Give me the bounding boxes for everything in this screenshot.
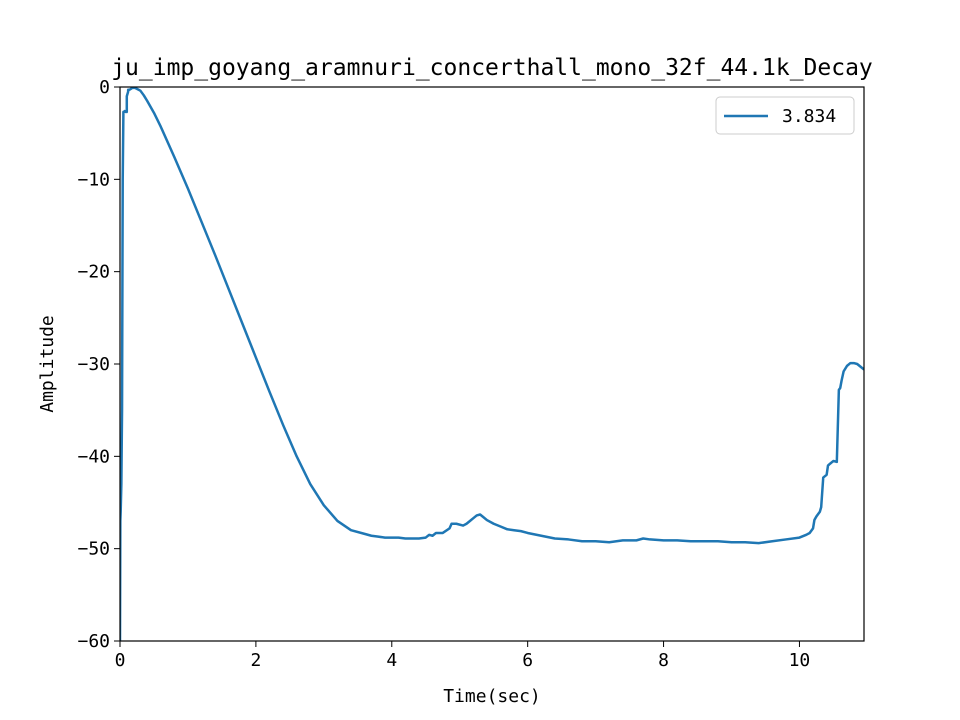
y-tick-label: −40 (77, 446, 110, 467)
legend-label: 3.834 (782, 106, 836, 127)
y-axis-ticks: 0 −10 −20 −30 −40 −50 −60 (77, 77, 120, 652)
y-tick-label: −20 (77, 262, 110, 283)
legend: 3.834 (715, 96, 855, 135)
x-axis-ticks: 0 2 4 6 8 10 (115, 641, 811, 671)
x-tick-label: 4 (386, 650, 397, 671)
chart-title: ju_imp_goyang_aramnuri_concerthall_mono_… (111, 55, 873, 81)
x-tick-label: 10 (789, 650, 811, 671)
y-tick-label: −50 (77, 539, 110, 560)
x-tick-label: 6 (522, 650, 533, 671)
x-tick-label: 2 (250, 650, 261, 671)
legend-box (715, 96, 855, 135)
y-tick-label: −60 (77, 631, 110, 652)
y-tick-label: −10 (77, 169, 110, 190)
series-layer (120, 87, 864, 641)
series-line-0 (120, 87, 864, 641)
x-tick-label: 0 (115, 650, 126, 671)
y-tick-label: 0 (99, 77, 110, 98)
x-tick-label: 8 (658, 650, 669, 671)
y-axis-label: Amplitude (37, 315, 58, 413)
y-tick-label: −30 (77, 354, 110, 375)
x-axis-label: Time(sec) (443, 686, 541, 707)
